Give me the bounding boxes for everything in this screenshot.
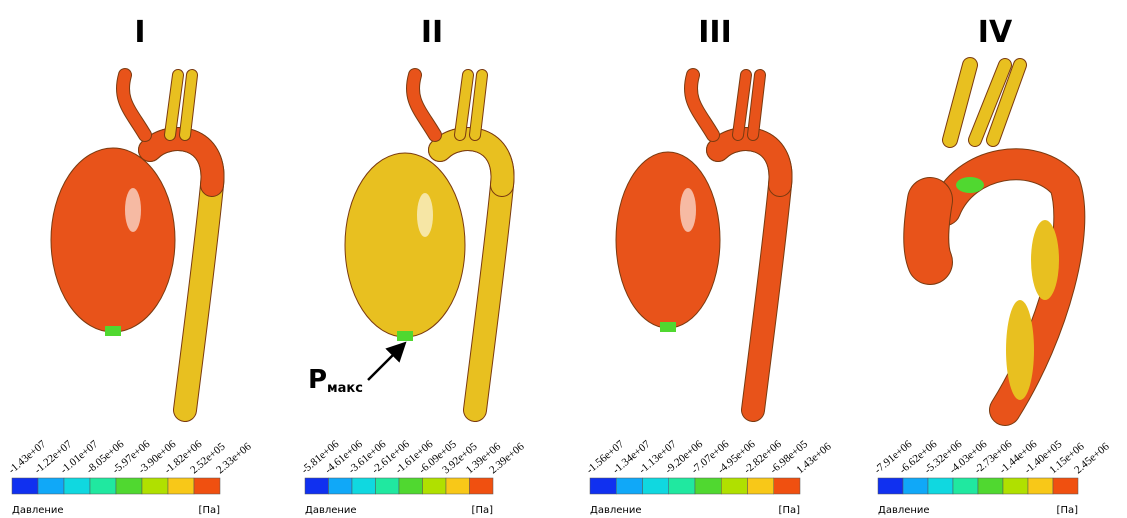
legend-swatch <box>721 478 747 494</box>
vessel <box>926 200 930 262</box>
body: P макс I-1.43e+07-1.22e+07-1.01e+07-8.05… <box>0 0 1127 518</box>
legend-swatch <box>774 478 800 494</box>
legend-swatch <box>1003 478 1028 494</box>
legend-swatch <box>878 478 903 494</box>
legend-quantity: Давление <box>305 505 357 516</box>
vessel <box>185 75 192 135</box>
legend-swatch <box>470 478 494 494</box>
legend-swatch <box>953 478 978 494</box>
legend-swatch <box>616 478 642 494</box>
aneurysm-neck <box>660 322 676 332</box>
legend-swatch <box>748 478 774 494</box>
panel-title: I <box>134 15 145 50</box>
pressure-patch <box>956 177 984 193</box>
legend-unit: [Па] <box>199 505 221 516</box>
aneurysm-neck <box>397 331 413 341</box>
annotation-text: P <box>308 365 327 395</box>
page: {"legend_colors": ["#1030f0", "#10a8f8",… <box>0 0 1127 518</box>
figure: P макс I-1.43e+07-1.22e+07-1.01e+07-8.05… <box>0 0 1127 518</box>
annotation-arrow <box>368 345 403 380</box>
legend-swatch <box>643 478 669 494</box>
legend-swatch <box>1053 478 1078 494</box>
panel-title: IV <box>978 15 1013 50</box>
legend-swatch <box>1028 478 1053 494</box>
legend-swatch <box>903 478 928 494</box>
legend-swatch <box>305 478 329 494</box>
legend-swatch <box>12 478 38 494</box>
highlight <box>125 188 141 232</box>
legend-quantity: Давление <box>878 505 930 516</box>
legend-swatch <box>194 478 220 494</box>
legend-swatch <box>168 478 194 494</box>
legend-unit: [Па] <box>779 505 801 516</box>
legend-swatch <box>90 478 116 494</box>
aorta-renderings <box>51 65 1069 410</box>
legend-swatch <box>669 478 695 494</box>
legend-unit: [Па] <box>1057 505 1079 516</box>
panel-title: III <box>698 15 732 50</box>
annotation: P макс <box>308 345 403 396</box>
legend-swatch <box>928 478 953 494</box>
aorta <box>345 75 503 410</box>
aorta <box>616 75 781 410</box>
legend-swatch <box>695 478 721 494</box>
legend-swatch <box>329 478 353 494</box>
pressure-patch <box>1006 300 1034 400</box>
panel-title: II <box>421 15 443 50</box>
legend-swatch <box>352 478 376 494</box>
legend-swatch <box>978 478 1003 494</box>
annotation-subscript: макс <box>327 381 363 396</box>
legend-quantity: Давление <box>590 505 642 516</box>
legend-swatch <box>38 478 64 494</box>
legend-swatch <box>142 478 168 494</box>
highlight <box>417 193 433 237</box>
aneurysm-neck <box>105 326 121 336</box>
highlight <box>680 188 696 232</box>
aneurysm <box>616 152 720 328</box>
aneurysm <box>345 153 465 337</box>
vessel <box>475 75 482 135</box>
legend-quantity: Давление <box>12 505 64 516</box>
legend-swatch <box>446 478 470 494</box>
legend-swatch <box>64 478 90 494</box>
aneurysm <box>51 148 175 332</box>
legend-swatch <box>590 478 616 494</box>
legend-unit: [Па] <box>472 505 494 516</box>
legend-swatch <box>116 478 142 494</box>
aorta <box>51 75 213 410</box>
vessel <box>718 139 781 185</box>
legend-swatch <box>423 478 447 494</box>
pressure-patch <box>1031 220 1059 300</box>
vessel <box>950 65 970 140</box>
legend-swatch <box>376 478 400 494</box>
vessel <box>753 75 760 135</box>
vessel <box>440 139 503 185</box>
legend-swatch <box>399 478 423 494</box>
aorta <box>926 65 1069 410</box>
